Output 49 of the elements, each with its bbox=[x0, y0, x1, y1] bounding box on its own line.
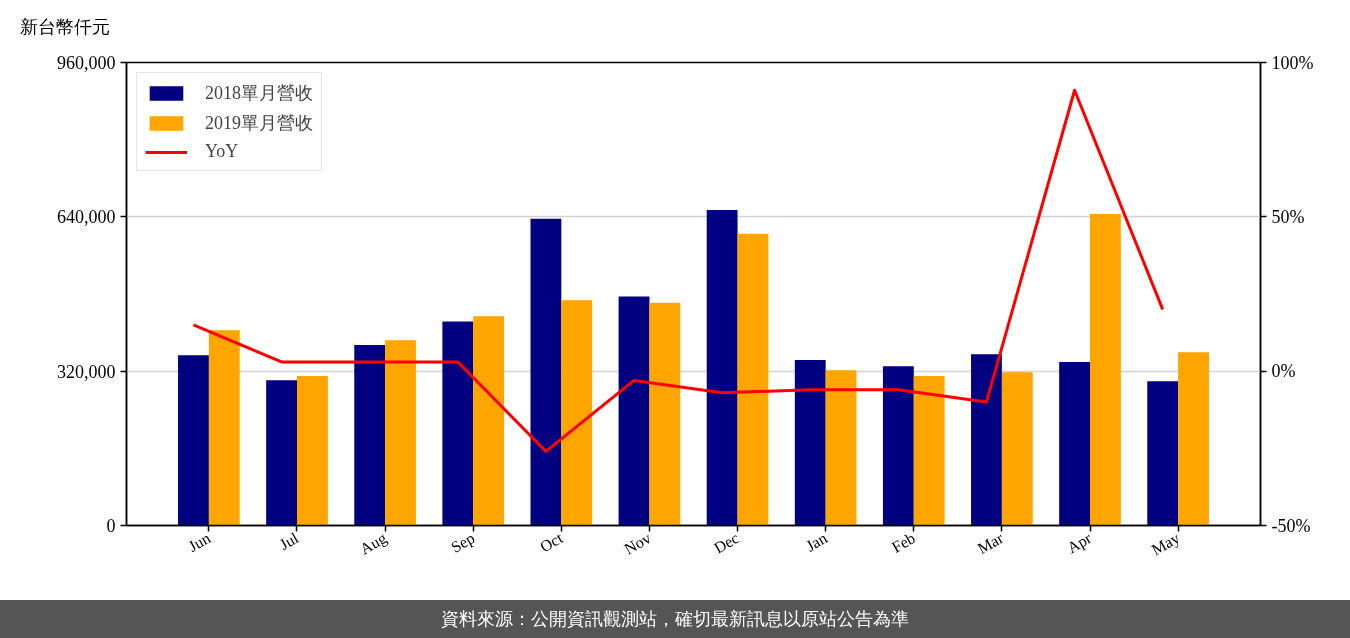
bar bbox=[208, 330, 240, 526]
y2-tick-label: -50% bbox=[1271, 515, 1311, 536]
y-tick-label: 960,000 bbox=[57, 53, 116, 73]
y2-tick-label: 50% bbox=[1271, 206, 1305, 227]
bar bbox=[649, 302, 681, 526]
y2-tick-label: 100% bbox=[1271, 52, 1314, 73]
bar bbox=[971, 354, 1002, 526]
bar bbox=[354, 345, 386, 526]
legend-label: YoY bbox=[205, 141, 239, 162]
y2-tick-label: 0% bbox=[1271, 361, 1296, 382]
bar bbox=[530, 218, 562, 526]
x-tick-label: Aug bbox=[356, 529, 390, 559]
source-note: 資料來源：公開資訊觀測站，確切最新訊息以原站公告為準 bbox=[0, 600, 1350, 638]
legend-label: 2019單月營收 bbox=[205, 112, 313, 135]
bar bbox=[794, 360, 826, 526]
bar bbox=[1090, 213, 1121, 526]
bar bbox=[385, 340, 416, 526]
legend-label: 2018單月營收 bbox=[205, 82, 313, 105]
x-tick-label: Apr bbox=[1064, 528, 1096, 558]
x-tick-label: May bbox=[1148, 529, 1183, 560]
bar bbox=[1059, 362, 1090, 526]
x-tick-label: Mar bbox=[974, 528, 1007, 558]
bar bbox=[882, 366, 914, 526]
x-tick-label: Oct bbox=[537, 528, 567, 556]
x-tick-label: Jun bbox=[185, 529, 214, 555]
y-tick-label: 0 bbox=[106, 516, 116, 536]
bar bbox=[178, 355, 209, 526]
bar bbox=[1147, 381, 1179, 526]
x-tick-label: Dec bbox=[710, 529, 742, 557]
x-tick-label: Sep bbox=[448, 529, 478, 557]
bar bbox=[1178, 352, 1209, 526]
bar bbox=[913, 375, 945, 526]
bar bbox=[561, 300, 593, 526]
y-tick-label: 320,000 bbox=[57, 361, 116, 382]
y-tick-label: 640,000 bbox=[57, 207, 116, 228]
bar bbox=[618, 296, 650, 526]
bar bbox=[297, 375, 328, 526]
bar bbox=[737, 233, 769, 526]
bar bbox=[266, 380, 297, 526]
x-tick-label: Nov bbox=[621, 529, 654, 558]
x-tick-label: Jan bbox=[802, 529, 830, 555]
x-tick-label: Feb bbox=[888, 529, 918, 556]
bar bbox=[473, 316, 505, 526]
bar bbox=[825, 370, 857, 526]
bar bbox=[442, 321, 474, 526]
bar bbox=[706, 210, 738, 526]
x-tick-label: Jul bbox=[276, 528, 302, 554]
y-axis-title: 新台幣仟元 bbox=[19, 16, 111, 39]
bar bbox=[1001, 372, 1033, 526]
